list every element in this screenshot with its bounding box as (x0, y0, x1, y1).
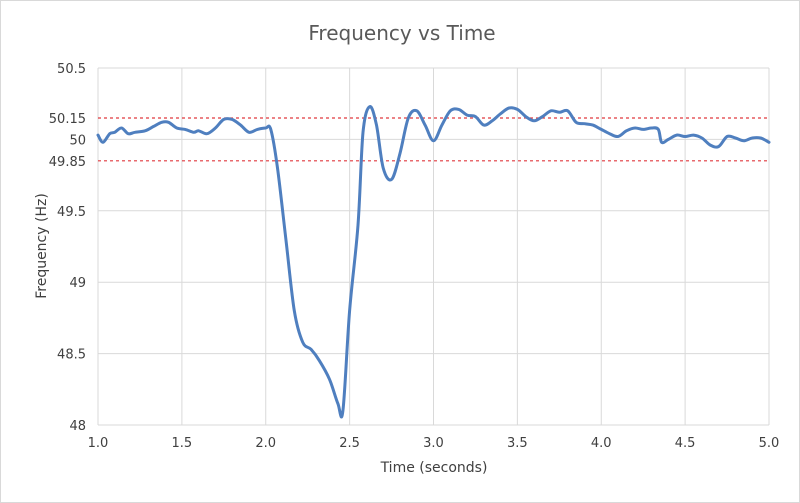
y-tick-label: 50.15 (49, 112, 86, 127)
reference-lines (98, 117, 769, 162)
x-tick-label: 2.0 (255, 436, 276, 451)
x-tick-label: 3.5 (507, 436, 528, 451)
x-axis-ticks: 1.0 1.5 2.0 2.5 3.0 3.5 4.0 4.5 5.0 (88, 436, 780, 451)
y-axis-title: Frequency (Hz) (34, 193, 50, 299)
chart-title: Frequency vs Time (308, 21, 495, 45)
x-tick-label: 4.5 (675, 436, 696, 451)
x-tick-label: 4.0 (591, 436, 612, 451)
series-layer (96, 105, 771, 419)
y-tick-label: 49.85 (49, 155, 86, 170)
x-tick-label: 1.5 (172, 436, 193, 451)
x-tick-label: 2.5 (339, 436, 360, 451)
x-tick-label: 1.0 (88, 436, 109, 451)
y-tick-label: 50.5 (57, 62, 86, 77)
gridlines (97, 67, 770, 426)
y-axis-ticks: 48 48.5 49 49.5 49.85 50 50.15 50.5 (49, 62, 86, 434)
y-tick-label: 48 (69, 419, 86, 434)
x-axis-title: Time (seconds) (380, 460, 488, 476)
y-tick-label: 48.5 (57, 348, 86, 363)
y-tick-label: 49 (69, 276, 86, 291)
frequency-series-line (96, 105, 771, 419)
y-tick-label: 50 (69, 133, 86, 148)
y-tick-label: 49.5 (57, 205, 86, 220)
x-tick-label: 5.0 (759, 436, 780, 451)
x-tick-label: 3.0 (423, 436, 444, 451)
